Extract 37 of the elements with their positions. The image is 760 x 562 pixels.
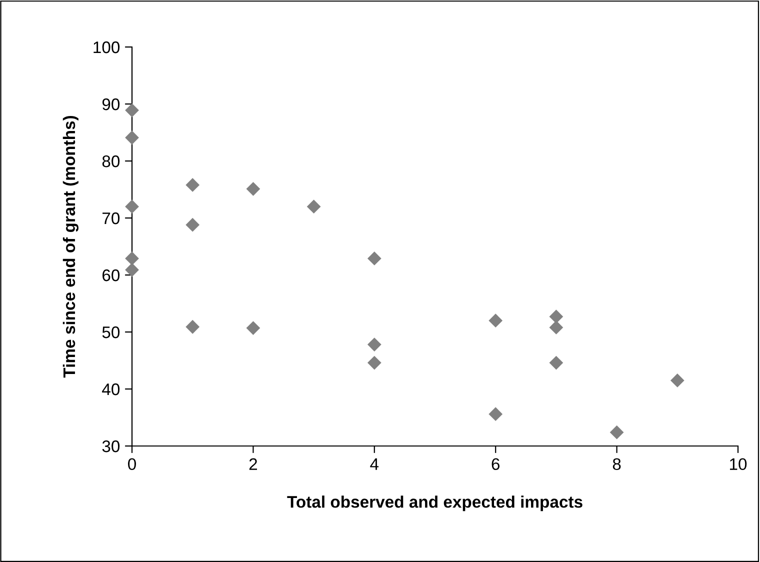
y-tick-label: 90	[102, 98, 120, 110]
point	[186, 178, 200, 192]
point	[186, 320, 200, 334]
point	[125, 130, 139, 145]
point	[549, 310, 564, 324]
point	[610, 425, 624, 440]
y-tick-label: 60	[102, 269, 120, 282]
point	[488, 314, 503, 328]
x-tick-label: 8	[612, 458, 621, 470]
point	[549, 356, 564, 370]
x-axis-title: Total observed and expected impacts	[287, 496, 582, 512]
point	[125, 103, 139, 118]
point	[186, 218, 200, 232]
x-tick-label: 6	[492, 458, 500, 470]
x-tick-label: 2	[249, 458, 257, 470]
point	[246, 182, 260, 196]
point	[125, 252, 139, 266]
point	[367, 252, 382, 266]
point	[246, 321, 260, 335]
y-tick-label: 30	[102, 440, 120, 452]
point	[488, 407, 503, 422]
y-tick-label: 50	[102, 326, 120, 338]
y-axis-title: Time since end of grant (months)	[62, 116, 78, 378]
point	[125, 262, 139, 277]
point	[367, 338, 382, 352]
point	[306, 200, 321, 214]
y-tick-label: 40	[102, 383, 120, 396]
y-tick-label: 70	[102, 212, 120, 224]
point	[367, 356, 382, 370]
y-tick-label: 80	[102, 155, 120, 168]
point	[549, 320, 564, 334]
x-tick-label: 10	[730, 458, 747, 470]
point	[670, 374, 684, 388]
point	[125, 200, 139, 214]
x-tick-label: 4	[370, 458, 379, 470]
x-tick-label: 0	[128, 458, 136, 470]
y-tick-label: 100	[94, 41, 120, 54]
